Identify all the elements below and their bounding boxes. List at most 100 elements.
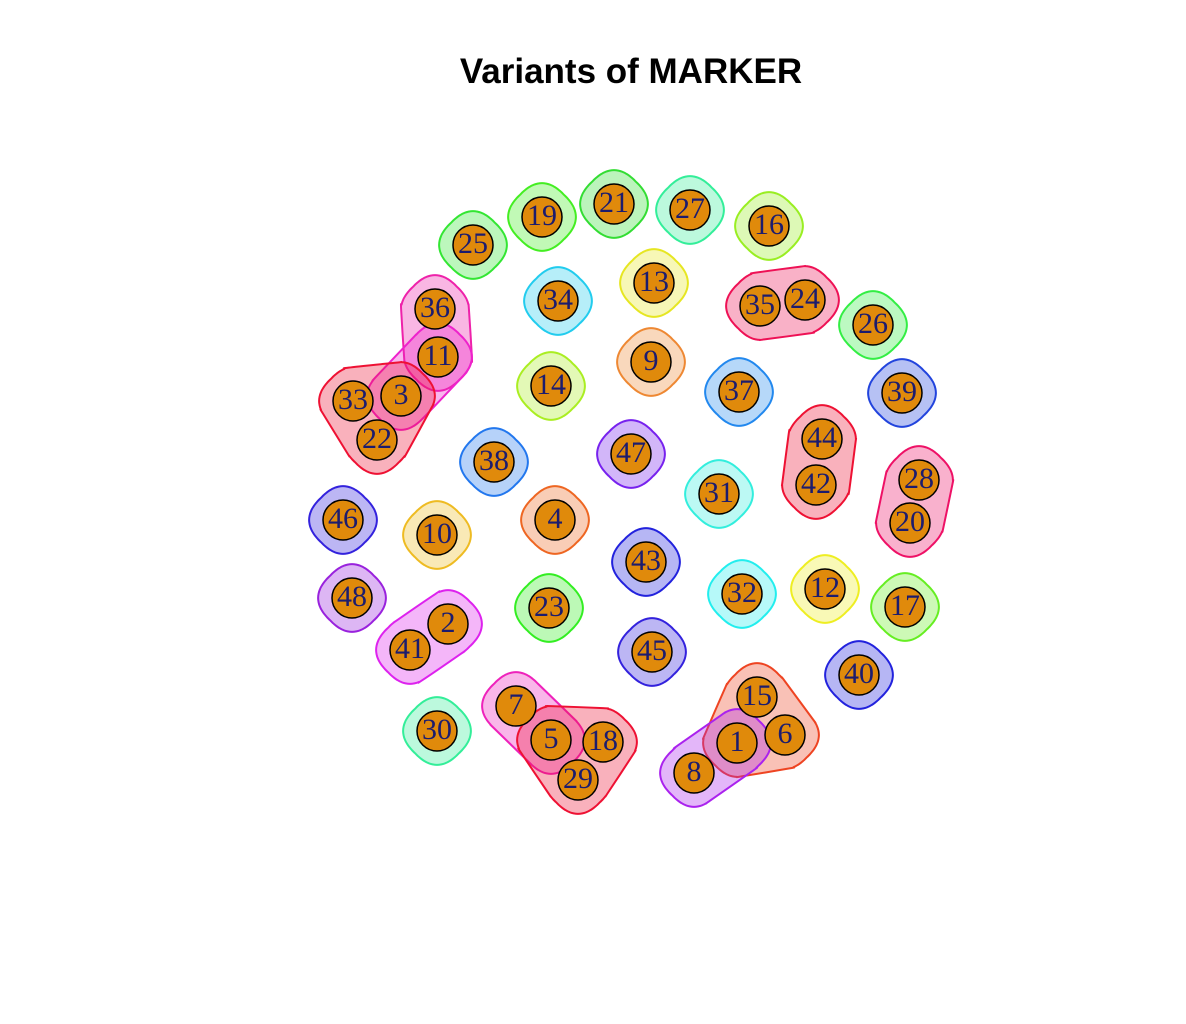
node-circle [795, 464, 837, 506]
node-15: 15 [736, 676, 778, 718]
node-circle [884, 586, 926, 628]
node-circle [593, 183, 635, 225]
node-circle [416, 514, 458, 556]
node-label: 10 [422, 517, 452, 550]
node-1: 1 [716, 722, 758, 764]
node-9: 9 [630, 341, 672, 383]
node-11: 11 [417, 336, 459, 378]
node-circle [528, 587, 570, 629]
node-32: 32 [721, 573, 763, 615]
node-28: 28 [898, 459, 940, 501]
node-circle [389, 629, 431, 671]
node-43: 43 [625, 541, 667, 583]
node-label: 14 [536, 368, 566, 401]
node-40: 40 [838, 654, 880, 696]
node-label: 4 [548, 502, 563, 535]
node-label: 23 [534, 590, 564, 623]
node-circle [625, 541, 667, 583]
node-label: 28 [904, 462, 934, 495]
node-label: 20 [895, 505, 925, 538]
node-label: 46 [328, 502, 358, 535]
node-circle [356, 419, 398, 461]
node-circle [331, 577, 373, 619]
node-label: 31 [704, 476, 734, 509]
node-label: 37 [724, 374, 754, 407]
node-circle [721, 573, 763, 615]
node-label: 3 [394, 378, 409, 411]
node-label: 32 [727, 576, 757, 609]
node-18: 18 [582, 721, 624, 763]
node-35: 35 [739, 285, 781, 327]
node-circle [452, 224, 494, 266]
node-46: 46 [322, 499, 364, 541]
node-label: 9 [644, 344, 659, 377]
node-circle [427, 603, 469, 645]
node-14: 14 [530, 365, 572, 407]
node-6: 6 [764, 714, 806, 756]
node-label: 7 [509, 688, 524, 721]
node-circle [801, 418, 843, 460]
node-label: 2 [441, 606, 456, 639]
node-circle [530, 719, 572, 761]
node-circle [414, 288, 456, 330]
node-29: 29 [557, 759, 599, 801]
node-33: 33 [332, 380, 374, 422]
node-label: 38 [479, 444, 509, 477]
node-circle [380, 375, 422, 417]
node-circle [630, 341, 672, 383]
node-circle [416, 710, 458, 752]
node-circle [748, 205, 790, 247]
group-hulls-layer [308, 169, 955, 815]
node-42: 42 [795, 464, 837, 506]
node-label: 34 [543, 283, 573, 316]
node-label: 27 [675, 192, 705, 225]
node-17: 17 [884, 586, 926, 628]
node-30: 30 [416, 710, 458, 752]
node-circle [898, 459, 940, 501]
node-circle [582, 721, 624, 763]
node-circle [473, 441, 515, 483]
node-circle [716, 722, 758, 764]
node-label: 39 [887, 375, 917, 408]
node-label: 13 [639, 265, 669, 298]
node-circle [838, 654, 880, 696]
node-circle [739, 285, 781, 327]
node-circle [322, 499, 364, 541]
node-circle [764, 714, 806, 756]
node-2: 2 [427, 603, 469, 645]
node-circle [534, 499, 576, 541]
node-label: 12 [810, 571, 840, 604]
node-circle [698, 473, 740, 515]
node-10: 10 [416, 514, 458, 556]
node-circle [332, 380, 374, 422]
node-label: 5 [544, 722, 559, 755]
node-47: 47 [610, 433, 652, 475]
node-20: 20 [889, 502, 931, 544]
node-22: 22 [356, 419, 398, 461]
node-3: 3 [380, 375, 422, 417]
node-circle [521, 196, 563, 238]
node-label: 26 [858, 307, 888, 340]
node-48: 48 [331, 577, 373, 619]
node-circle [889, 502, 931, 544]
node-16: 16 [748, 205, 790, 247]
node-label: 35 [745, 288, 775, 321]
group-hull-1-8 [659, 708, 772, 808]
node-45: 45 [631, 631, 673, 673]
plot-title: Variants of MARKER [459, 52, 803, 91]
node-circle [633, 262, 675, 304]
node-label: 19 [527, 199, 557, 232]
node-label: 36 [420, 291, 450, 324]
node-label: 29 [563, 762, 593, 795]
node-44: 44 [801, 418, 843, 460]
node-19: 19 [521, 196, 563, 238]
node-circle [718, 371, 760, 413]
node-label: 25 [458, 227, 488, 260]
node-circle [736, 676, 778, 718]
node-label: 43 [631, 544, 661, 577]
node-circle [804, 568, 846, 610]
node-7: 7 [495, 685, 537, 727]
node-34: 34 [537, 280, 579, 322]
node-label: 42 [801, 467, 831, 500]
